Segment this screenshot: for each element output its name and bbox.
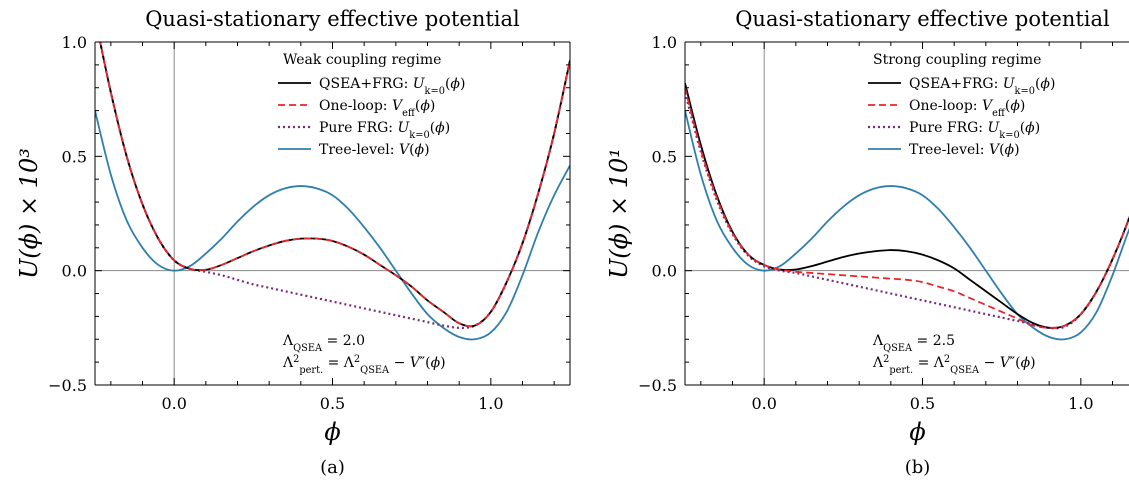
y-tick-label: 0.5 bbox=[62, 147, 87, 166]
chart-panel-a: Quasi-stationary effective potential 0.0 0… bbox=[15, 7, 571, 478]
legend-label-one-loop: One-loop: Veff(ϕ) bbox=[319, 98, 435, 119]
y-tick-label: 1.0 bbox=[62, 33, 87, 52]
series-line-one-loop bbox=[685, 87, 1129, 329]
legend-label-tree-level: Tree-level: V(ϕ) bbox=[319, 142, 430, 158]
annotation-lambda-pert: Λ2pert. = Λ2QSEA − V″(ϕ) bbox=[872, 354, 1036, 376]
x-tick-label: 0.0 bbox=[751, 394, 776, 413]
legend-label-tree-level: Tree-level: V(ϕ) bbox=[909, 142, 1020, 158]
series-line-tree-level bbox=[95, 110, 570, 341]
chart-title: Quasi-stationary effective potential bbox=[735, 7, 1110, 31]
x-tick-label: 1.0 bbox=[1068, 394, 1093, 413]
chart-panel-b: Quasi-stationary effective potential 0.0 0… bbox=[605, 7, 1129, 478]
x-tick-label: 0.0 bbox=[161, 394, 186, 413]
legend-label-pure-frg: Pure FRG: Uk=0(ϕ) bbox=[909, 120, 1040, 141]
panel-caption: (a) bbox=[320, 457, 345, 478]
x-axis-label: ϕ bbox=[909, 418, 925, 446]
y-axis-label: U(ϕ) × 10¹ bbox=[605, 148, 633, 279]
panel-caption: (b) bbox=[905, 457, 931, 478]
series-line-pure-frg bbox=[685, 92, 1129, 330]
legend-title: Strong coupling regime bbox=[873, 52, 1041, 68]
series-group bbox=[685, 82, 1129, 341]
x-tick-label: 0.5 bbox=[320, 394, 345, 413]
y-axis-label: U(ϕ) × 10³ bbox=[15, 148, 43, 279]
y-tick-label: 0.0 bbox=[652, 262, 677, 281]
series-line-tree-level bbox=[685, 110, 1129, 341]
series-line-one-loop bbox=[99, 42, 570, 328]
annotation-lambda-qsea: ΛQSEA = 2.0 bbox=[282, 333, 365, 354]
legend-label-pure-frg: Pure FRG: Uk=0(ϕ) bbox=[319, 120, 450, 141]
chart-title: Quasi-stationary effective potential bbox=[145, 7, 520, 31]
x-axis-label: ϕ bbox=[324, 418, 340, 446]
legend-label-one-loop: One-loop: Veff(ϕ) bbox=[909, 98, 1025, 119]
legend-title: Weak coupling regime bbox=[283, 52, 441, 68]
legend-label-qsea-frg: QSEA+FRG: Uk=0(ϕ) bbox=[909, 76, 1055, 97]
y-tick-label: 0.0 bbox=[62, 262, 87, 281]
y-tick-label: −0.5 bbox=[48, 376, 87, 395]
x-tick-label: 1.0 bbox=[478, 394, 503, 413]
y-tick-label: −0.5 bbox=[638, 376, 677, 395]
annotation-lambda-pert: Λ2pert. = Λ2QSEA − V″(ϕ) bbox=[282, 354, 446, 376]
legend-label-qsea-frg: QSEA+FRG: Uk=0(ϕ) bbox=[319, 76, 465, 97]
y-tick-label: 0.5 bbox=[652, 147, 677, 166]
annotation-lambda-qsea: ΛQSEA = 2.5 bbox=[872, 333, 955, 354]
y-tick-label: 1.0 bbox=[652, 33, 677, 52]
series-group bbox=[95, 42, 570, 341]
series-line-qsea-frg bbox=[685, 82, 1129, 329]
x-tick-label: 0.5 bbox=[910, 394, 935, 413]
